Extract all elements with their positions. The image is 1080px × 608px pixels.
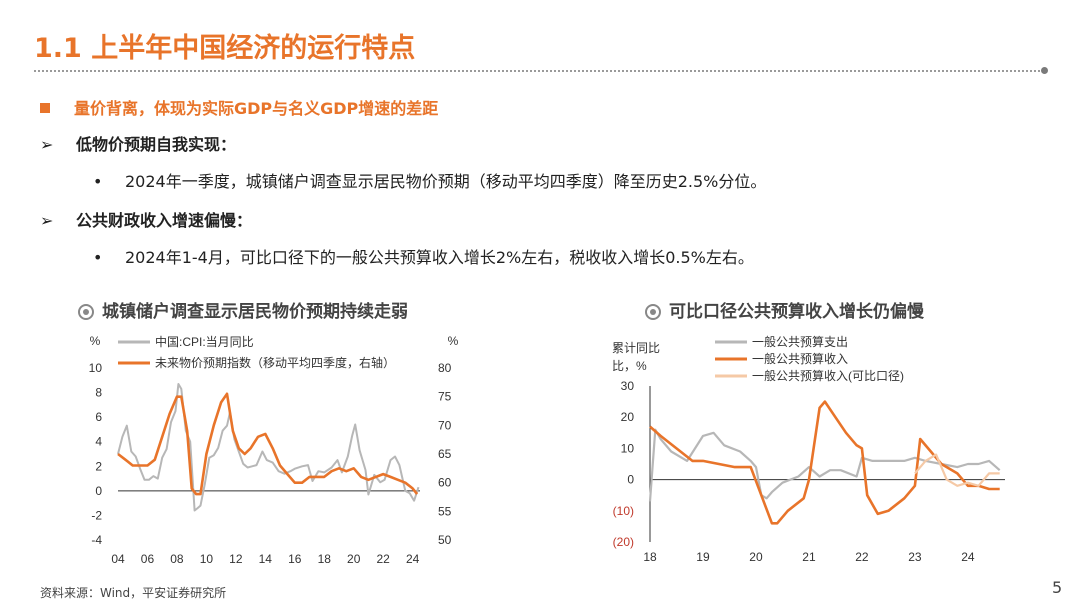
y-tick-right: 70 xyxy=(438,418,452,432)
legend-label-2: 未来物价预期指数（移动平均四季度，右轴） xyxy=(155,355,395,370)
legend-label-1: 一般公共预算支出 xyxy=(752,334,848,349)
slide-title: 1.1 上半年中国经济的运行特点 xyxy=(34,33,416,64)
x-tick: 19 xyxy=(696,550,710,564)
x-tick: 20 xyxy=(749,550,763,564)
y-tick: (10) xyxy=(613,504,634,518)
y-tick: 0 xyxy=(627,473,634,487)
square-bullet-icon xyxy=(40,103,50,113)
y-tick-left: 0 xyxy=(95,484,102,498)
series-line-1 xyxy=(117,383,420,512)
y-tick: 30 xyxy=(621,379,635,393)
main-bullet: 量价背离，体现为实际GDP与名义GDP增速的差距 xyxy=(40,95,438,119)
y-tick: 10 xyxy=(621,441,635,455)
y-tick-left: 2 xyxy=(95,459,102,473)
legend-label-2: 一般公共预算收入 xyxy=(752,351,848,366)
y-tick-left: -2 xyxy=(91,508,102,522)
x-tick: 08 xyxy=(170,552,184,566)
sub-heading-1: ➢ 低物价预期自我实现： xyxy=(40,131,236,155)
legend-label-3: 一般公共预算收入(可比口径) xyxy=(752,368,904,383)
y-tick-right: 50 xyxy=(438,533,452,547)
x-tick: 16 xyxy=(288,552,302,566)
series-line-1 xyxy=(648,428,1001,502)
detail-1: • 2024年一季度，城镇储户调查显示居民物价预期（移动平均四季度）降至历史2.5… xyxy=(93,168,766,192)
x-tick: 24 xyxy=(406,552,420,566)
divider-dot xyxy=(1041,67,1048,74)
y-tick-right: 65 xyxy=(438,447,452,461)
y-tick-left: -4 xyxy=(91,533,102,547)
detail-1-text: 2024年一季度，城镇储户调查显示居民物价预期（移动平均四季度）降至历史2.5%… xyxy=(125,172,767,191)
series-line-3 xyxy=(914,453,1000,487)
target-icon xyxy=(78,304,94,320)
y-tick-left: 6 xyxy=(95,410,102,424)
title-divider xyxy=(34,70,1044,72)
x-tick: 22 xyxy=(376,552,390,566)
y-axis-label-unit: 比，% xyxy=(612,359,647,373)
page-number: 5 xyxy=(1052,578,1063,597)
chart1-title: 城镇储户调查显示居民物价预期持续走弱 xyxy=(78,297,408,322)
y-tick: (20) xyxy=(613,535,634,549)
y-tick-right: 80 xyxy=(438,361,452,375)
sub-heading-1-text: 低物价预期自我实现： xyxy=(76,135,237,154)
x-tick: 12 xyxy=(229,552,243,566)
series-line-2 xyxy=(117,392,419,496)
y-tick-right: 75 xyxy=(438,390,452,404)
main-bullet-text: 量价背离，体现为实际GDP与名义GDP增速的差距 xyxy=(74,99,439,118)
x-tick: 04 xyxy=(111,552,125,566)
source-note: 资料来源：Wind，平安证券研究所 xyxy=(40,586,227,600)
series-line-2 xyxy=(649,400,1000,525)
y-tick-left: 10 xyxy=(89,361,103,375)
x-tick: 23 xyxy=(908,550,922,564)
arrow-bullet-icon: ➢ xyxy=(40,135,54,154)
x-tick: 10 xyxy=(200,552,214,566)
y-tick-right: 55 xyxy=(438,504,452,518)
y-tick: 20 xyxy=(621,410,635,424)
y-tick-right: 60 xyxy=(438,476,452,490)
dot-bullet-icon: • xyxy=(93,172,103,191)
detail-2-text: 2024年1-4月，可比口径下的一般公共预算收入增长2%左右，税收收入增长0.5… xyxy=(125,248,754,267)
sub-heading-2-text: 公共财政收入增速偏慢： xyxy=(76,211,253,230)
x-tick: 18 xyxy=(643,550,657,564)
y-unit-right: % xyxy=(448,334,459,348)
sub-heading-2: ➢ 公共财政收入增速偏慢： xyxy=(40,207,252,231)
detail-2: • 2024年1-4月，可比口径下的一般公共预算收入增长2%左右，税收收入增长0.… xyxy=(93,244,754,268)
x-tick: 18 xyxy=(318,552,332,566)
y-tick-left: 8 xyxy=(95,386,102,400)
x-tick: 22 xyxy=(855,550,869,564)
x-tick: 14 xyxy=(259,552,273,566)
x-tick: 21 xyxy=(802,550,816,564)
legend-label-1: 中国:CPI:当月同比 xyxy=(155,334,254,349)
y-axis-label: 累计同比 xyxy=(612,341,660,355)
y-tick-left: 4 xyxy=(95,435,102,449)
chart2-title-text: 可比口径公共预算收入增长仍偏慢 xyxy=(669,302,924,322)
arrow-bullet-icon: ➢ xyxy=(40,211,54,230)
dot-bullet-icon: • xyxy=(93,248,103,267)
x-tick: 06 xyxy=(141,552,155,566)
chart1-title-text: 城镇储户调查显示居民物价预期持续走弱 xyxy=(102,302,408,322)
x-tick: 20 xyxy=(347,552,361,566)
target-icon xyxy=(645,304,661,320)
x-tick: 24 xyxy=(961,550,975,564)
chart2-title: 可比口径公共预算收入增长仍偏慢 xyxy=(645,297,924,322)
y-unit-left: % xyxy=(90,334,101,348)
